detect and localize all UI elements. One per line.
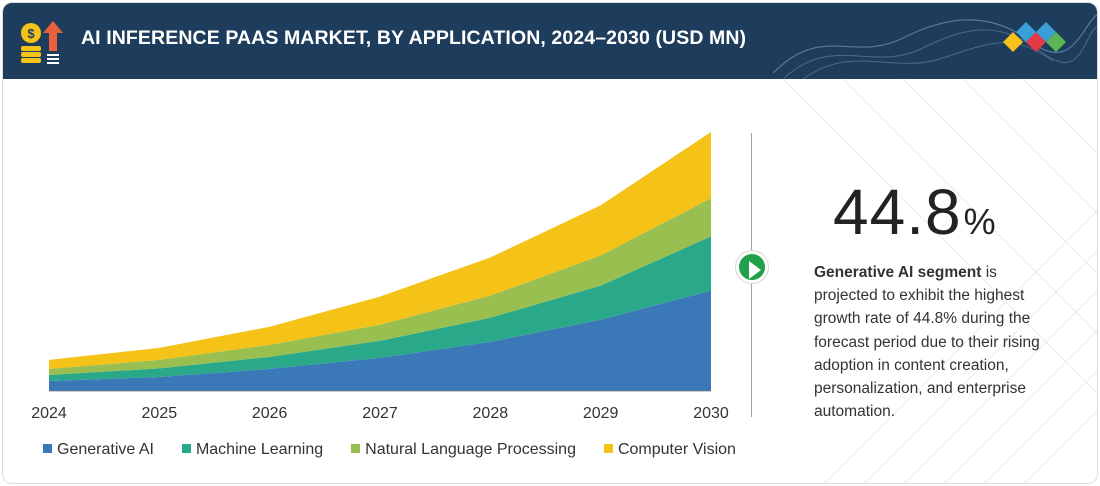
legend-swatch <box>43 444 52 453</box>
x-tick-label: 2029 <box>583 405 619 422</box>
play-arrow-icon <box>736 251 768 283</box>
callout-text: is projected to exhibit the highest grow… <box>814 264 1040 421</box>
area-series-generative-ai <box>49 290 711 391</box>
legend-label: Generative AI <box>57 441 154 458</box>
growth-rate-stat: 44.8% <box>833 175 996 249</box>
content-area: 2024 2025 2026 2027 2028 2029 2030 Generative … <box>3 79 1097 483</box>
money-growth-icon: $ <box>21 21 63 64</box>
background-line-decoration <box>782 79 1097 483</box>
x-tick-label: 2024 <box>31 405 67 422</box>
growth-rate-value: 44.8 <box>833 176 962 248</box>
callout-description: Generative AI segment is projected to ex… <box>814 261 1064 423</box>
chart-title: AI INFERENCE PAAS MARKET, BY APPLICATION… <box>81 27 747 49</box>
header-bar: $ AI INFERENCE PAAS MARKET, BY APPLICATI… <box>3 3 1097 79</box>
stacked-area-chart: 2024 2025 2026 2027 2028 2029 2030 <box>31 132 729 422</box>
legend-swatch <box>181 444 191 453</box>
diamond-logo-icon <box>1003 22 1066 52</box>
legend-swatch <box>603 444 613 453</box>
area-series-computer-vision <box>49 132 711 369</box>
x-tick-label: 2028 <box>473 405 509 422</box>
growth-rate-unit: % <box>963 201 996 242</box>
legend-item: Natural Language Processing <box>351 441 576 459</box>
x-tick-label: 2027 <box>362 405 398 422</box>
x-tick-label: 2025 <box>142 405 178 422</box>
legend-swatch <box>351 444 361 453</box>
legend-item: Computer Vision <box>603 441 736 459</box>
x-tick-label: 2026 <box>252 405 288 422</box>
callout-bold-text: Generative AI segment <box>814 264 982 281</box>
chart-legend: Generative AI Machine Learning Natural Lan… <box>43 441 764 461</box>
legend-item: Machine Learning <box>181 441 324 459</box>
x-tick-label: 2030 <box>693 405 729 422</box>
legend-label: Natural Language Processing <box>365 441 576 458</box>
svg-text:$: $ <box>27 26 35 41</box>
legend-label: Machine Learning <box>195 441 324 458</box>
area-series-natural-language-processing <box>49 198 711 375</box>
legend-item: Generative AI <box>43 441 154 459</box>
legend-label: Computer Vision <box>617 441 736 458</box>
area-series-machine-learning <box>49 236 711 381</box>
